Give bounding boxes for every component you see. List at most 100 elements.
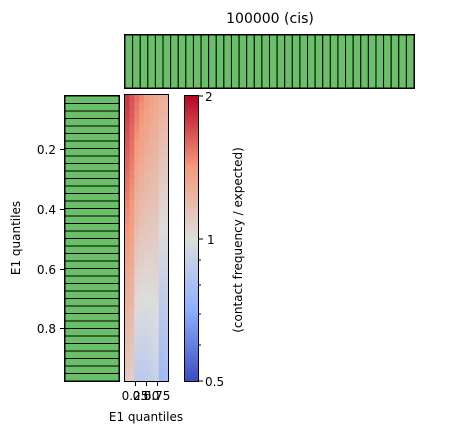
heatmap-cell [134,336,140,345]
heatmap-cell [134,275,140,284]
y-tick-label: 0.8 [37,322,56,336]
heatmap-cell [134,351,140,360]
top-marginal-bar [337,34,347,89]
left-marginal-bar [64,118,120,127]
heatmap-cell [153,245,160,254]
heatmap-cell [163,366,169,375]
heatmap-cell [139,336,145,345]
heatmap-cell [124,366,130,375]
heatmap-cell [163,373,169,382]
heatmap-cell [148,358,155,367]
heatmap-cell [124,328,130,337]
left-marginal-bar [64,313,120,322]
heatmap-cell [144,222,150,231]
top-marginal-bar [215,34,225,89]
left-marginal-bar [64,268,120,277]
left-marginal-bar [64,320,120,329]
heatmap-cell [139,298,145,307]
heatmap-cell [134,358,140,367]
heatmap-cell [153,102,160,110]
heatmap-cell [163,253,169,262]
heatmap-cell [129,132,135,141]
heatmap-cell [129,207,135,216]
left-marginal-bar [64,290,120,299]
heatmap-cell [148,268,155,277]
heatmap-cell [148,366,155,375]
top-marginal-bar [170,34,179,89]
heatmap-cell [134,102,140,110]
heatmap-cell [134,238,140,246]
heatmap-cell [134,245,140,254]
heatmap-cell [148,328,155,337]
heatmap-cell [148,170,155,178]
heatmap-cell [148,238,155,246]
heatmap-cell [148,177,155,186]
heatmap-cell [148,343,155,352]
heatmap-cell [124,260,130,269]
heatmap-cell [148,162,155,171]
heatmap-cell [153,336,160,345]
top-marginal-bar [405,34,415,89]
heatmap-cell [134,305,140,314]
heatmap-cell [129,230,135,239]
heatmap-cell [158,358,165,367]
heatmap-cell [148,215,155,224]
left-marginal-bar [64,185,120,194]
heatmap-cell [124,343,130,352]
heatmap-cell [158,366,165,375]
heatmap-cell [144,215,150,224]
heatmap-cell [134,94,140,103]
left-marginal-frame [64,95,120,382]
heatmap-cell [163,290,169,299]
heatmap-cell [134,343,140,352]
heatmap-cell [139,245,145,254]
heatmap-cell [158,102,165,110]
heatmap-cell [144,170,150,178]
heatmap-cell [134,298,140,307]
heatmap-cell [139,170,145,178]
heatmap-cell [144,162,150,171]
heatmap-cell [163,358,169,367]
heatmap-cell [153,275,160,284]
heatmap-cell [153,260,160,269]
heatmap-cell [124,222,130,231]
top-marginal-bar [208,34,217,89]
heatmap-cell [144,336,150,345]
heatmap-cell [148,298,155,307]
heatmap-cell [158,109,165,118]
heatmap-cell [158,124,165,133]
heatmap-cell [144,94,150,103]
heatmap-cell [153,215,160,224]
left-marginal-bar [64,215,120,224]
heatmap-cell [148,373,155,382]
heatmap-cell [153,230,160,239]
heatmap-cell [129,94,135,103]
heatmap-cell [158,192,165,201]
top-marginal-bar [154,34,164,89]
heatmap-cell [124,358,130,367]
heatmap-cell [158,139,165,148]
heatmap-cell [134,147,140,156]
heatmap-cell [144,192,150,201]
heatmap-cell [144,124,150,133]
heatmap-cell [148,124,155,133]
heatmap-cell [163,245,169,254]
heatmap-cell [124,336,130,345]
heatmap-cell [153,358,160,367]
heatmap-cell [139,185,145,194]
heatmap-cell [153,366,160,375]
heatmap-cell [134,207,140,216]
top-marginal-bar [307,34,316,89]
heatmap-cell [129,290,135,299]
heatmap-cell [153,170,160,178]
heatmap-cell [153,328,160,337]
heatmap-cell [134,313,140,322]
x-axis-label: E1 quantiles [109,410,183,424]
heatmap-cell [134,154,140,163]
heatmap-cell [139,124,145,133]
top-marginal-bar [162,34,172,89]
heatmap-cell [148,132,155,141]
heatmap-cell [124,102,130,110]
heatmap-cell [139,290,145,299]
heatmap-cell [129,275,135,284]
